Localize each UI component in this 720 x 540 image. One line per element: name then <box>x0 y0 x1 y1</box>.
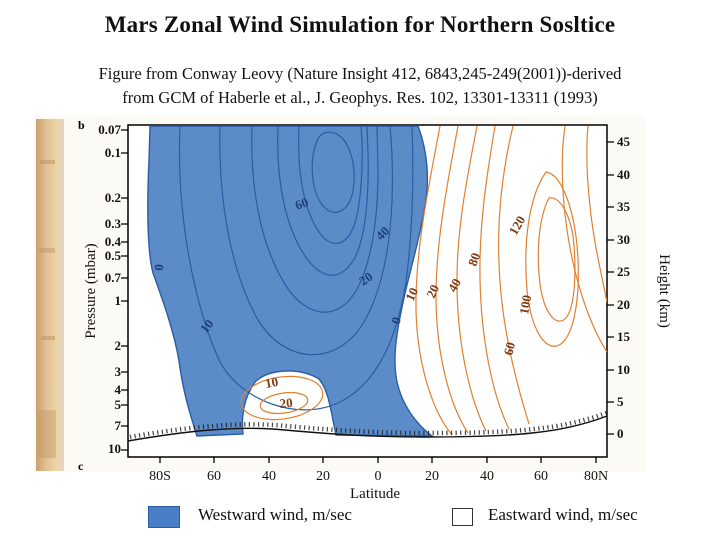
westward-contour-50 <box>298 125 363 245</box>
pressure-tick-label: 1 <box>115 293 122 308</box>
figure-caption: Figure from Conway Leovy (Nature Insight… <box>0 62 720 110</box>
contour-label: 10 <box>264 374 279 391</box>
contour-label: 100 <box>516 294 534 316</box>
pressure-tick-label: 7 <box>115 418 122 433</box>
height-tick-label: 45 <box>617 134 631 149</box>
eastward-contour-20 <box>435 125 469 434</box>
height-tick-label: 35 <box>617 199 631 214</box>
latitude-tick-label: 20 <box>316 469 330 484</box>
contour-label: 60 <box>500 340 518 356</box>
contour-label: 40 <box>445 276 464 295</box>
eastward-wind-contours <box>240 125 607 436</box>
eastward-legend-swatch <box>452 508 473 526</box>
height-tick-label: 20 <box>617 297 630 312</box>
contour-label: 0 <box>388 315 404 326</box>
pressure-tick-label: 5 <box>115 397 122 412</box>
contour-label: 20 <box>423 282 442 300</box>
height-tick-label: 0 <box>617 426 624 441</box>
westward-contour-60 <box>311 131 355 213</box>
surface-topography <box>128 410 607 442</box>
pressure-tick-label: 0.7 <box>105 270 122 285</box>
westward-legend-swatch <box>148 506 180 528</box>
height-tick-label: 10 <box>617 362 630 377</box>
pressure-tick-label: 4 <box>115 382 122 397</box>
eastward-contour-40 <box>456 125 487 432</box>
eastward-contour-right-1 <box>561 125 607 353</box>
contour-label: 0 <box>151 263 167 271</box>
westward-contour-30 <box>251 125 379 313</box>
westward-wind-region <box>147 125 435 437</box>
scan-texture <box>38 410 56 458</box>
panel-marker-b: b <box>78 118 85 132</box>
contour-label: 10 <box>402 285 421 303</box>
pressure-tick-label: 0.4 <box>105 234 122 249</box>
scan-texture <box>39 248 55 253</box>
westward-contour-10 <box>178 125 414 411</box>
eastward-contour-120 <box>537 197 576 322</box>
latitude-tick-label: 20 <box>425 469 439 484</box>
pressure-axis-ticks <box>121 129 128 451</box>
height-tick-label: 15 <box>617 329 631 344</box>
eastward-contour-60 <box>479 125 510 430</box>
height-tick-label: 40 <box>617 167 630 182</box>
surface-line <box>128 415 607 442</box>
pressure-tick-label: 0.2 <box>105 190 121 205</box>
near-surface-cell-20 <box>259 391 309 415</box>
eastward-contour-100 <box>525 171 579 347</box>
legend: Westward wind, m/sec Eastward wind, m/se… <box>0 503 720 533</box>
contour-label: 20 <box>279 395 293 411</box>
contour-label: 60 <box>293 194 310 213</box>
eastward-contour-80 <box>498 125 530 425</box>
latitude-tick-label: 40 <box>262 469 276 484</box>
height-tick-label: 30 <box>617 232 630 247</box>
pressure-tick-label: 0.3 <box>105 216 122 231</box>
scan-gutter-shadow <box>59 119 64 471</box>
height-axis-title: Height (km) <box>656 254 672 328</box>
eastward-contour-right-2 <box>586 125 607 303</box>
latitude-tick-label: 0 <box>375 469 382 484</box>
latitude-tick-label: 80S <box>149 469 171 484</box>
pressure-tick-label: 10 <box>108 441 121 456</box>
pressure-tick-label: 3 <box>115 364 122 379</box>
westward-contour-20 <box>219 125 393 356</box>
scan-texture <box>41 336 55 340</box>
scan-tan-strip <box>36 119 59 471</box>
caption-line-1: Figure from Conway Leovy (Nature Insight… <box>98 64 622 83</box>
latitude-tick-label: 60 <box>534 469 548 484</box>
scan-texture <box>40 160 55 164</box>
pressure-tick-label: 0.1 <box>105 145 121 160</box>
axes: 0.07 0.1 0.2 0.3 0.4 0.5 0.7 1 2 3 4 5 7… <box>78 118 672 502</box>
latitude-tick-label: 60 <box>207 469 221 484</box>
westward-contour-40 <box>277 125 369 276</box>
westward-legend-label: Westward wind, m/sec <box>198 505 352 524</box>
caption-line-2: from GCM of Haberle et al., J. Geophys. … <box>122 87 598 107</box>
eastward-legend-label: Eastward wind, m/sec <box>488 505 638 524</box>
height-tick-label: 25 <box>617 264 631 279</box>
height-tick-label: 5 <box>617 394 624 409</box>
latitude-tick-label: 80N <box>584 469 608 484</box>
latitude-axis-ticks <box>159 457 597 463</box>
eastward-contour-10 <box>415 125 453 436</box>
near-surface-cell-10 <box>240 375 324 421</box>
pressure-tick-label: 2 <box>115 338 122 353</box>
height-axis-ticks <box>607 141 614 435</box>
contour-label: 80 <box>465 251 484 268</box>
slide-title: Mars Zonal Wind Simulation for Northern … <box>104 12 616 37</box>
latitude-axis-title: Latitude <box>350 486 400 502</box>
pressure-tick-label: 0.5 <box>105 248 122 263</box>
pressure-axis-title: Pressure (mbar) <box>83 243 99 338</box>
latitude-tick-label: 40 <box>480 469 494 484</box>
pressure-tick-label: 0.07 <box>98 122 121 137</box>
panel-marker-c: c <box>78 459 84 473</box>
